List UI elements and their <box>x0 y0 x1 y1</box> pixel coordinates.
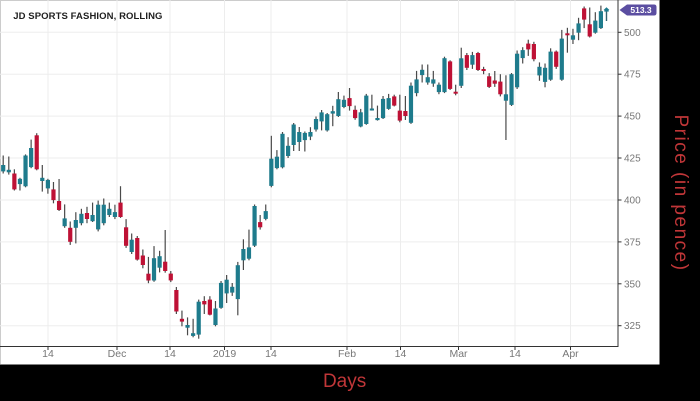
svg-text:450: 450 <box>624 112 641 123</box>
svg-text:Feb: Feb <box>338 348 356 360</box>
svg-text:14: 14 <box>42 348 54 360</box>
svg-text:2019: 2019 <box>213 348 237 360</box>
svg-text:Dec: Dec <box>108 348 127 360</box>
svg-text:14: 14 <box>164 348 176 360</box>
svg-text:14: 14 <box>265 348 277 360</box>
svg-text:325: 325 <box>624 321 641 332</box>
svg-text:Days: Days <box>323 371 366 392</box>
svg-text:Mar: Mar <box>449 348 468 360</box>
svg-text:375: 375 <box>624 237 641 248</box>
svg-text:500: 500 <box>624 28 641 39</box>
svg-text:14: 14 <box>509 348 521 360</box>
svg-text:14: 14 <box>395 348 407 360</box>
svg-text:Apr: Apr <box>562 348 579 360</box>
svg-text:JD SPORTS FASHION, ROLLING: JD SPORTS FASHION, ROLLING <box>13 11 162 22</box>
svg-text:475: 475 <box>624 70 641 81</box>
svg-text:Price (in pence): Price (in pence) <box>670 114 691 271</box>
svg-text:513.3: 513.3 <box>630 5 652 15</box>
svg-text:350: 350 <box>624 279 641 290</box>
svg-text:425: 425 <box>624 154 641 165</box>
svg-text:400: 400 <box>624 196 641 207</box>
